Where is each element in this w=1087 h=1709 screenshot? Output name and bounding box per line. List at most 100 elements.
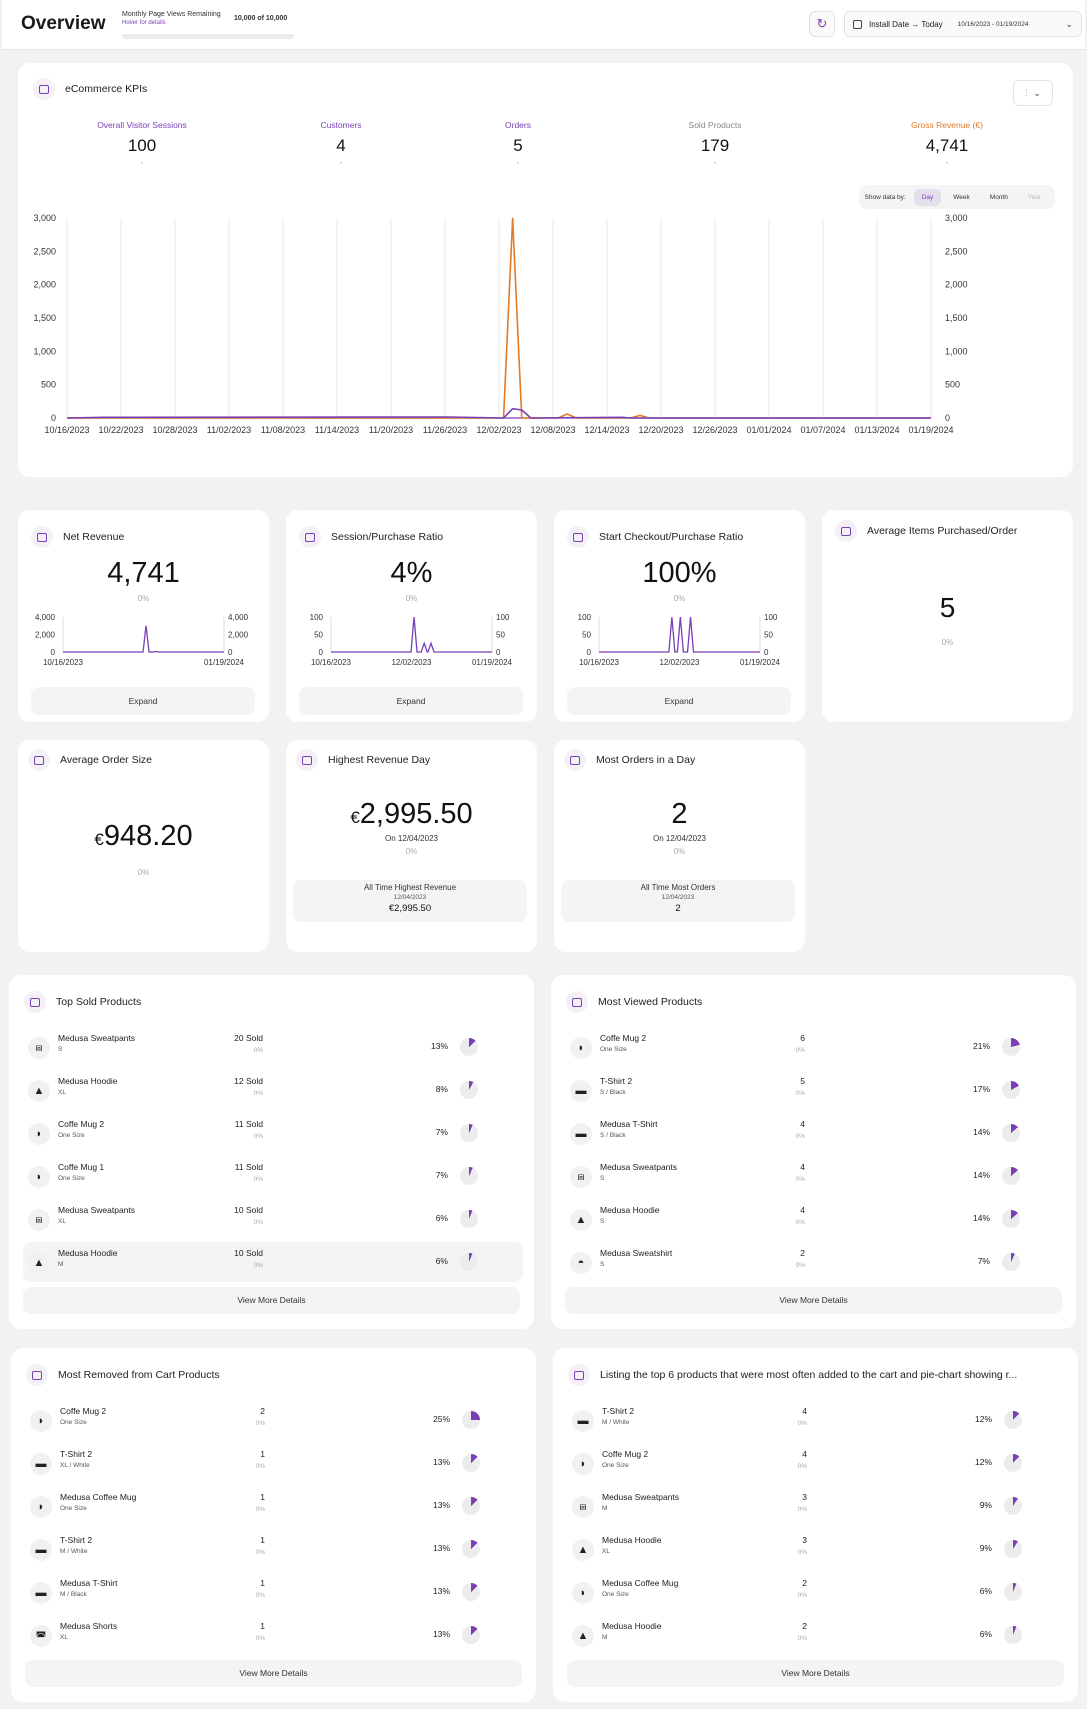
product-row[interactable]: ◗ Medusa Coffee Mug One Size 2 0% 6% bbox=[567, 1572, 1067, 1612]
product-row[interactable]: ◓ Medusa Sweatshirt S 2 0% 7% bbox=[565, 1242, 1065, 1282]
product-variant: One Size bbox=[58, 1175, 85, 1182]
product-value: 1 bbox=[260, 1449, 265, 1459]
all-time-most-orders-box: All Time Most Orders 12/04/2023 2 bbox=[561, 880, 795, 922]
mini-series-line bbox=[63, 625, 224, 653]
kpi-tile-label: Customers bbox=[320, 120, 362, 130]
product-name: Coffe Mug 2 bbox=[600, 1033, 647, 1043]
show-by-year-button[interactable]: Year bbox=[1027, 193, 1041, 201]
y-tick-label: 2,000 bbox=[35, 631, 56, 640]
product-variant: XL bbox=[58, 1089, 66, 1096]
product-row[interactable]: ▲ Medusa Hoodie M 10 Sold 0% 6% bbox=[23, 1242, 523, 1282]
product-change: 0% bbox=[797, 1549, 807, 1556]
product-percent: 13% bbox=[432, 1629, 450, 1639]
show-by-day-button[interactable]: Day bbox=[913, 188, 942, 206]
y-tick-label-right: 0 bbox=[945, 413, 950, 423]
show-by-month-button[interactable]: Month bbox=[989, 193, 1008, 201]
product-row[interactable]: ▲ Medusa Hoodie S 4 0% 14% bbox=[565, 1199, 1065, 1239]
most-added-products-card: Listing the top 6 products that were mos… bbox=[553, 1348, 1078, 1702]
kpi-tile-customers[interactable]: Customers 4 - bbox=[261, 120, 421, 167]
product-row[interactable]: ◗ Medusa Coffee Mug One Size 1 0% 13% bbox=[25, 1486, 525, 1526]
product-name: Medusa Coffee Mug bbox=[60, 1492, 137, 1502]
y-tick-label-right: 50 bbox=[496, 631, 505, 640]
y-tick-label: 4,000 bbox=[35, 613, 56, 622]
x-tick-label: 10/28/2023 bbox=[152, 425, 197, 435]
product-change: 0% bbox=[253, 1219, 263, 1226]
expand-button[interactable]: Expand bbox=[299, 687, 523, 715]
kpi-filter-button[interactable]: ⫶ ⌄ bbox=[1013, 80, 1053, 106]
product-row[interactable]: ⩎ Medusa Sweatpants M 3 0% 9% bbox=[567, 1486, 1067, 1526]
kpi-tile-sold-products[interactable]: Sold Products 179 - bbox=[635, 120, 795, 167]
y-tick-label: 3,000 bbox=[33, 213, 56, 223]
product-change: 0% bbox=[797, 1506, 807, 1513]
y-tick-label: 1,000 bbox=[33, 346, 56, 356]
metric-change: 0% bbox=[673, 847, 686, 856]
view-more-details-button[interactable]: View More Details bbox=[23, 1287, 520, 1314]
product-row[interactable]: ▲ Medusa Hoodie M 2 0% 6% bbox=[567, 1615, 1067, 1655]
product-row[interactable]: ▬ T-Shirt 2 XL / White 1 0% 13% bbox=[25, 1443, 525, 1483]
chevron-down-icon: ⌄ bbox=[1033, 87, 1041, 98]
shorts-icon: ◚ bbox=[30, 1625, 52, 1647]
product-row[interactable]: ▬ Medusa T-Shirt S / Black 4 0% 14% bbox=[565, 1113, 1065, 1153]
date-range-picker[interactable]: Install Date → Today 10/16/2023 - 01/19/… bbox=[844, 11, 1082, 37]
share-pie-icon bbox=[1002, 1167, 1020, 1185]
product-row[interactable]: ▬ T-Shirt 2 M / White 4 0% 12% bbox=[567, 1400, 1067, 1440]
metric-value: 100% bbox=[642, 557, 717, 589]
kpi-tile-orders[interactable]: Orders 5 - bbox=[438, 120, 598, 167]
product-value: 5 bbox=[800, 1076, 805, 1086]
metric-change: 0% bbox=[405, 594, 418, 603]
product-row[interactable]: ◗ Coffe Mug 2 One Size 6 0% 21% bbox=[565, 1027, 1065, 1067]
y-tick-label: 2,000 bbox=[33, 280, 56, 290]
avg-order-size-card: Average Order Size €948.20 0% bbox=[18, 740, 269, 952]
product-row[interactable]: ◗ Coffe Mug 2 One Size 4 0% 12% bbox=[567, 1443, 1067, 1483]
share-pie-icon bbox=[462, 1497, 480, 1515]
product-row[interactable]: ▬ T-Shirt 2 S / Black 5 0% 17% bbox=[565, 1070, 1065, 1110]
product-change: 0% bbox=[795, 1047, 805, 1054]
session-ratio-mini-chart: 0 0 50 50 100 100 10/16/2023 12/02/2023 01/19/20… bbox=[310, 613, 513, 667]
show-by-week-button[interactable]: Week bbox=[953, 193, 970, 201]
expand-button[interactable]: Expand bbox=[31, 687, 255, 715]
product-row[interactable]: ⩎ Medusa Sweatpants S 4 0% 14% bbox=[565, 1156, 1065, 1196]
pageviews-meter[interactable]: Monthly Page Views Remaining Hover for d… bbox=[122, 11, 294, 39]
card-header: Net Revenue bbox=[31, 526, 124, 548]
view-more-details-button[interactable]: View More Details bbox=[567, 1660, 1064, 1687]
share-pie-icon bbox=[1002, 1038, 1020, 1056]
product-percent: 8% bbox=[435, 1084, 448, 1094]
kpi-tile-gross-revenue[interactable]: Gross Revenue (€) 4,741 - bbox=[867, 120, 1027, 167]
share-pie-icon bbox=[1004, 1583, 1022, 1601]
card-title: Net Revenue bbox=[63, 531, 125, 543]
product-row[interactable]: ◗ Coffe Mug 2 One Size 2 0% 25% bbox=[25, 1400, 525, 1440]
product-row[interactable]: ◚ Medusa Shorts XL 1 0% 13% bbox=[25, 1615, 525, 1655]
date-range-label: Install Date → Today bbox=[869, 19, 943, 29]
kpi-tile-value: 5 bbox=[513, 136, 523, 155]
product-row[interactable]: ◗ Coffe Mug 2 One Size 11 Sold 0% 7% bbox=[23, 1113, 523, 1153]
product-value: 4 bbox=[800, 1205, 805, 1215]
kpi-tile-change: - bbox=[713, 158, 717, 167]
product-change: 0% bbox=[797, 1420, 807, 1427]
product-row[interactable]: ▬ Medusa T-Shirt M / Black 1 0% 13% bbox=[25, 1572, 525, 1612]
product-row[interactable]: ⩎ Medusa Sweatpants XL 10 Sold 0% 6% bbox=[23, 1199, 523, 1239]
view-more-details-button[interactable]: View More Details bbox=[565, 1287, 1062, 1314]
product-name: Medusa Sweatpants bbox=[600, 1162, 678, 1172]
product-row[interactable]: ◗ Coffe Mug 1 One Size 11 Sold 0% 7% bbox=[23, 1156, 523, 1196]
product-percent: 9% bbox=[979, 1543, 992, 1553]
series-line-1 bbox=[66, 407, 931, 419]
ecommerce-kpis-card: eCommerce KPIs ⫶ ⌄ Overall Visitor Sessio… bbox=[18, 63, 1073, 477]
product-row[interactable]: ⩎ Medusa Sweatpants S 20 Sold 0% 13% bbox=[23, 1027, 523, 1067]
kpi-tile-sessions[interactable]: Overall Visitor Sessions 100 - bbox=[62, 120, 222, 167]
x-tick-label: 11/14/2023 bbox=[315, 425, 359, 435]
product-row[interactable]: ▬ T-Shirt 2 M / White 1 0% 13% bbox=[25, 1529, 525, 1569]
view-more-details-button[interactable]: View More Details bbox=[25, 1660, 522, 1687]
expand-button[interactable]: Expand bbox=[567, 687, 791, 715]
y-tick-label: 100 bbox=[310, 613, 324, 622]
product-name: Coffe Mug 2 bbox=[602, 1449, 649, 1459]
product-row[interactable]: ▲ Medusa Hoodie XL 3 0% 9% bbox=[567, 1529, 1067, 1569]
product-percent: 7% bbox=[435, 1170, 448, 1180]
pants-icon: ⩎ bbox=[28, 1209, 50, 1231]
product-percent: 12% bbox=[974, 1414, 992, 1424]
product-row[interactable]: ▲ Medusa Hoodie XL 12 Sold 0% 8% bbox=[23, 1070, 523, 1110]
product-variant: One Size bbox=[60, 1505, 87, 1512]
hoodie-icon: ▲ bbox=[572, 1625, 594, 1647]
tshirt-icon: ▬ bbox=[570, 1123, 592, 1145]
y-tick-label: 50 bbox=[582, 631, 591, 640]
refresh-button[interactable]: ↻ bbox=[809, 11, 835, 37]
